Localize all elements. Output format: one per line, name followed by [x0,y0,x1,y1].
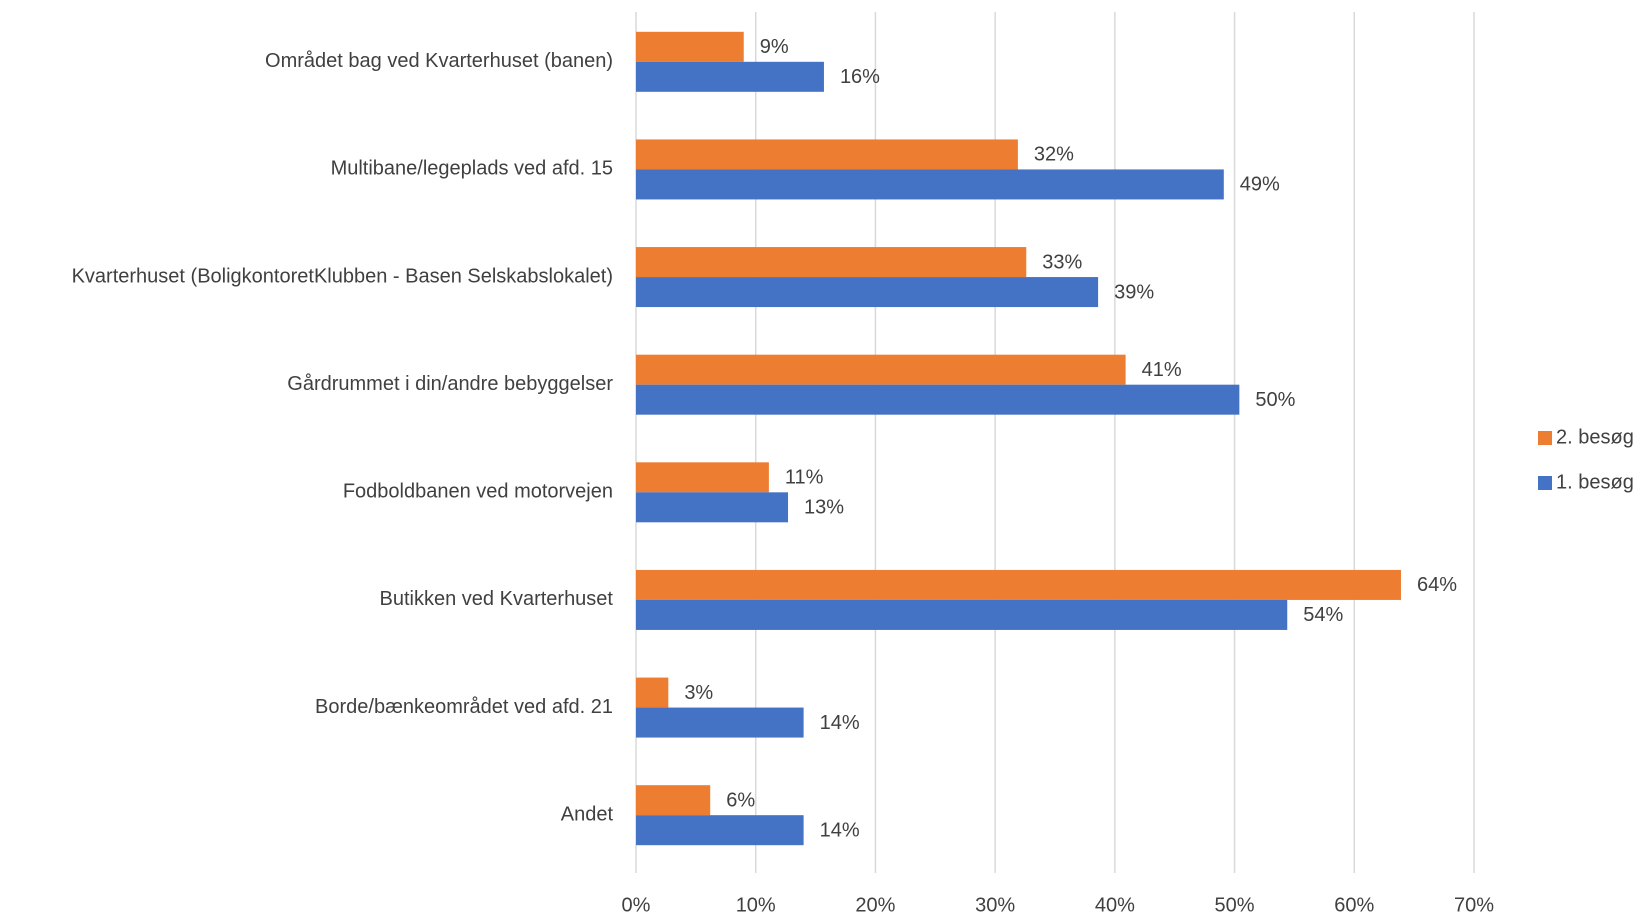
y-tick-label: Gårdrummet i din/andre bebyggelser [287,373,613,395]
legend-label: 1. besøg [1556,471,1634,493]
data-label: 13% [804,497,844,519]
bar [636,61,824,92]
bar [636,599,1288,630]
y-tick-label: Fodboldbanen ved motorvejen [343,481,613,503]
x-tick-label: 70% [1454,894,1494,916]
y-tick-label: Butikken ved Kvarterhuset [380,588,614,610]
y-tick-label: Andet [561,803,614,825]
y-tick-label: Multibane/legeplads ved afd. 15 [331,158,613,180]
bar [636,169,1224,200]
bar [636,139,1018,170]
x-tick-label: 0% [622,894,651,916]
bar [636,815,804,846]
legend-swatch [1538,476,1552,490]
bar [636,785,711,816]
y-tick-label: Kvarterhuset (BoligkontoretKlubben - Bas… [72,265,613,287]
data-label: 3% [684,682,713,704]
data-label: 32% [1034,144,1074,166]
data-label: 11% [785,467,824,489]
x-tick-label: 20% [855,894,895,916]
bar [636,492,789,523]
data-label: 39% [1114,281,1154,303]
bar [636,569,1401,600]
bar [636,677,669,708]
data-label: 16% [840,66,880,88]
bar [636,462,769,493]
data-label: 6% [726,789,755,811]
bar [636,707,804,738]
x-tick-label: 30% [975,894,1015,916]
bar [636,354,1126,385]
x-tick-label: 40% [1095,894,1135,916]
legend-swatch [1538,431,1552,445]
bar [636,247,1027,278]
x-tick-label: 50% [1215,894,1255,916]
x-tick-label: 60% [1334,894,1374,916]
bar [636,384,1240,415]
y-tick-label: Borde/bænkeområdet ved afd. 21 [315,696,613,718]
legend-label: 2. besøg [1556,426,1634,448]
data-label: 49% [1240,174,1280,196]
data-label: 14% [820,819,860,841]
data-label: 50% [1255,389,1295,411]
data-label: 41% [1142,359,1182,381]
data-label: 9% [760,36,789,58]
bar [636,31,744,62]
x-tick-label: 10% [736,894,776,916]
data-label: 33% [1042,251,1082,273]
y-tick-label: Området bag ved Kvarterhuset (banen) [265,50,613,72]
bar [636,277,1099,308]
data-label: 54% [1303,604,1343,626]
data-label: 64% [1417,574,1457,596]
data-label: 14% [820,712,860,734]
